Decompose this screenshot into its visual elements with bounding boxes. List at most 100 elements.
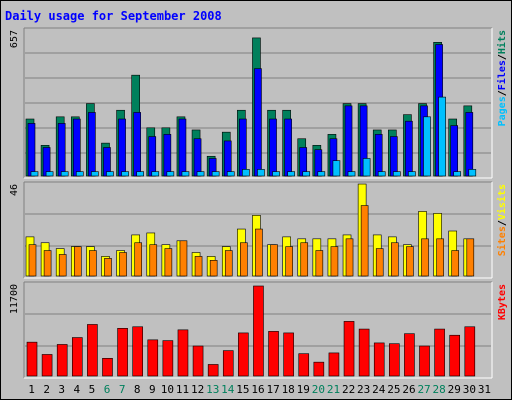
files-bar-day-4 <box>72 118 81 177</box>
files-bar-day-12 <box>193 138 202 177</box>
pages-bar-day-2 <box>45 171 54 177</box>
sites-bar-day-19 <box>300 242 309 277</box>
kbytes-bar-day-2 <box>41 354 53 377</box>
x-tick-label-day-28: 28 <box>433 383 446 396</box>
x-tick-label-day-26: 26 <box>402 383 415 396</box>
panel-3-legend-entry: KBytes <box>497 284 508 320</box>
pages-bar-day-11 <box>181 171 190 177</box>
x-tick-label-day-11: 11 <box>176 383 189 396</box>
sites-bar-day-18 <box>285 246 293 277</box>
panel-2-legend: Sites/Visits <box>496 184 508 256</box>
sites-bar-day-10 <box>164 248 173 277</box>
files-bar-day-29 <box>450 125 459 177</box>
x-tick-label-day-3: 3 <box>58 383 65 396</box>
kbytes-bar-day-9 <box>147 339 159 377</box>
sites-bar-day-5 <box>89 250 97 277</box>
x-tick-label-day-8: 8 <box>134 383 141 396</box>
pages-bar-day-15 <box>242 169 250 177</box>
pages-bar-day-10 <box>166 171 175 177</box>
chart-title: Daily usage for September 2008 <box>5 9 222 23</box>
x-tick-label-day-16: 16 <box>251 383 264 396</box>
kbytes-bar-day-8 <box>132 326 143 377</box>
panel-1-legend-entry: / <box>497 90 508 96</box>
x-tick-label-day-29: 29 <box>448 383 461 396</box>
x-tick-label-day-21: 21 <box>327 383 340 396</box>
pages-bar-day-16 <box>257 169 265 177</box>
sites-bar-day-3 <box>58 254 67 277</box>
x-tick-label-day-18: 18 <box>282 383 295 396</box>
kbytes-bar-day-1 <box>26 341 38 377</box>
sites-bar-day-9 <box>149 244 158 277</box>
x-tick-label-day-17: 17 <box>266 383 279 396</box>
panel-2-ymax-label: 46 <box>9 184 20 196</box>
pages-bar-day-8 <box>136 171 144 177</box>
files-bar-day-14 <box>223 140 232 177</box>
x-tick-label-day-13: 13 <box>206 383 219 396</box>
pages-bar-day-22 <box>347 171 356 177</box>
panel-2-legend-entry: Sites <box>496 226 508 256</box>
panel-1-legend-entry: Pages <box>497 96 508 126</box>
kbytes-bar-day-25 <box>389 343 400 377</box>
files-bar-day-9 <box>148 136 157 177</box>
kbytes-bar-day-20 <box>313 361 325 377</box>
x-tick-label-day-2: 2 <box>43 383 50 396</box>
x-tick-label-day-9: 9 <box>149 383 156 396</box>
files-bar-day-24 <box>374 134 383 177</box>
pages-bar-day-26 <box>408 171 416 177</box>
pages-bar-day-30 <box>468 169 477 177</box>
sites-bar-day-17 <box>270 244 278 277</box>
pages-bar-day-9 <box>151 171 160 177</box>
files-bar-day-7 <box>118 118 126 177</box>
kbytes-bar-day-3 <box>56 344 68 377</box>
x-tick-label-day-4: 4 <box>74 383 81 396</box>
x-tick-label-day-22: 22 <box>342 383 355 396</box>
x-tick-label-day-20: 20 <box>312 383 325 396</box>
sites-bar-day-15 <box>240 242 248 277</box>
kbytes-bar-day-27 <box>419 345 430 377</box>
panel-1-legend-entry: Files <box>496 60 508 90</box>
kbytes-bar-day-19 <box>298 353 310 377</box>
sites-bar-day-26 <box>406 246 414 277</box>
files-bar-day-25 <box>390 136 398 177</box>
x-tick-label-day-30: 30 <box>463 383 476 396</box>
x-tick-label-day-27: 27 <box>417 383 430 396</box>
files-bar-day-3 <box>57 123 66 177</box>
x-tick-label-day-6: 6 <box>104 383 111 396</box>
x-tick-label-day-10: 10 <box>161 383 174 396</box>
x-tick-label-day-15: 15 <box>236 383 249 396</box>
x-tick-label-day-14: 14 <box>221 383 235 396</box>
sites-bar-day-8 <box>134 242 142 277</box>
sites-bar-day-6 <box>104 258 112 277</box>
sites-bar-day-2 <box>43 250 52 277</box>
kbytes-bar-day-5 <box>87 324 98 377</box>
x-axis-labels: 1 2 3 4 5 6 7 8 9 10 11 12 13 14 15 16 17 18 19 20 21 22 23 24 2… <box>28 383 491 396</box>
kbytes-bar-day-17 <box>268 331 279 377</box>
kbytes-bar-day-23 <box>358 328 370 377</box>
pages-bar-day-6 <box>106 171 114 177</box>
pages-bar-day-28 <box>438 96 446 177</box>
sites-bar-day-23 <box>360 205 369 277</box>
pages-bar-day-21 <box>332 160 341 177</box>
sites-bar-day-11 <box>179 240 188 277</box>
pages-bar-day-14 <box>226 171 235 177</box>
pages-bar-day-3 <box>60 171 69 177</box>
panel-1-ymax-label: 657 <box>9 30 20 48</box>
pages-bar-day-1 <box>30 171 39 177</box>
pages-bar-day-4 <box>75 171 84 177</box>
kbytes-bar-day-22 <box>343 321 355 377</box>
pages-bar-day-12 <box>196 171 205 177</box>
kbytes-bar-day-26 <box>404 333 415 377</box>
x-tick-label-day-5: 5 <box>89 383 96 396</box>
files-bar-day-10 <box>163 134 172 177</box>
files-bar-day-11 <box>178 118 187 177</box>
sites-bar-day-1 <box>28 244 37 277</box>
pages-bar-day-19 <box>302 171 311 177</box>
kbytes-bar-day-12 <box>192 345 204 377</box>
kbytes-bar-day-11 <box>177 329 189 377</box>
x-tick-label-day-7: 7 <box>119 383 126 396</box>
pages-bar-day-5 <box>91 171 99 177</box>
kbytes-bar-day-24 <box>373 342 385 377</box>
kbytes-bar-day-13 <box>207 364 219 377</box>
